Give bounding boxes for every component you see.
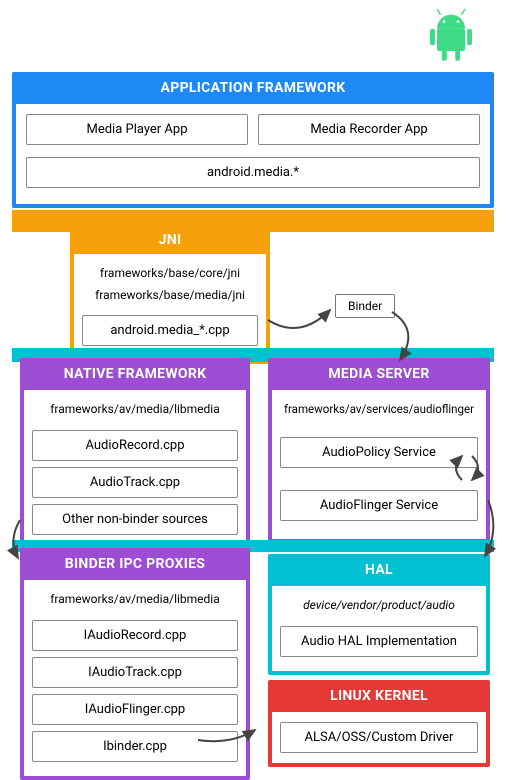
jni-title: JNI	[74, 226, 266, 254]
binder-proxies-path: frameworks/av/media/libmedia	[32, 588, 238, 614]
media-player-app-box: Media Player App	[26, 114, 248, 145]
native-item-1: AudioTrack.cpp	[32, 467, 238, 498]
native-framework-title: NATIVE FRAMEWORK	[24, 358, 246, 390]
android-logo-icon	[416, 2, 486, 72]
binder-proxies-item-3: Ibinder.cpp	[32, 731, 238, 762]
native-framework-section: NATIVE FRAMEWORK frameworks/av/media/lib…	[20, 358, 250, 553]
hal-path: device/vendor/product/audio	[280, 594, 478, 620]
kernel-section: LINUX KERNEL ALSA/OSS/Custom Driver	[268, 680, 490, 767]
native-path: frameworks/av/media/libmedia	[32, 398, 238, 424]
kernel-item: ALSA/OSS/Custom Driver	[280, 722, 478, 753]
media-item-1: AudioFlinger Service	[280, 490, 478, 521]
application-framework-title: APPLICATION FRAMEWORK	[16, 72, 490, 104]
binder-proxies-item-1: IAudioTrack.cpp	[32, 657, 238, 688]
binder-proxies-item-0: IAudioRecord.cpp	[32, 620, 238, 651]
android-media-box: android.media.*	[26, 157, 480, 188]
binder-proxies-title: BINDER IPC PROXIES	[24, 548, 246, 580]
binder-ipc-proxies-section: BINDER IPC PROXIES frameworks/av/media/l…	[20, 548, 250, 780]
native-item-2: Other non-binder sources	[32, 504, 238, 535]
media-server-section: MEDIA SERVER frameworks/av/services/audi…	[268, 358, 490, 543]
jni-section: JNI frameworks/base/core/jni frameworks/…	[70, 226, 270, 364]
hal-section: HAL device/vendor/product/audio Audio HA…	[268, 554, 490, 675]
native-item-0: AudioRecord.cpp	[32, 430, 238, 461]
jni-path-1: frameworks/base/core/jni	[82, 262, 258, 288]
media-path: frameworks/av/services/audioflinger	[280, 398, 478, 423]
media-recorder-app-box: Media Recorder App	[258, 114, 480, 145]
kernel-title: LINUX KERNEL	[272, 680, 486, 712]
hal-item: Audio HAL Implementation	[280, 626, 478, 657]
jni-item: android.media_*.cpp	[82, 315, 258, 346]
jni-path-2: frameworks/base/media/jni	[82, 288, 258, 310]
media-item-0: AudioPolicy Service	[280, 437, 478, 468]
hal-title: HAL	[272, 554, 486, 586]
application-framework-section: APPLICATION FRAMEWORK Media Player App M…	[12, 72, 494, 208]
binder-proxies-item-2: IAudioFlinger.cpp	[32, 694, 238, 725]
binder-label: Binder	[335, 294, 395, 318]
media-server-title: MEDIA SERVER	[272, 358, 486, 390]
